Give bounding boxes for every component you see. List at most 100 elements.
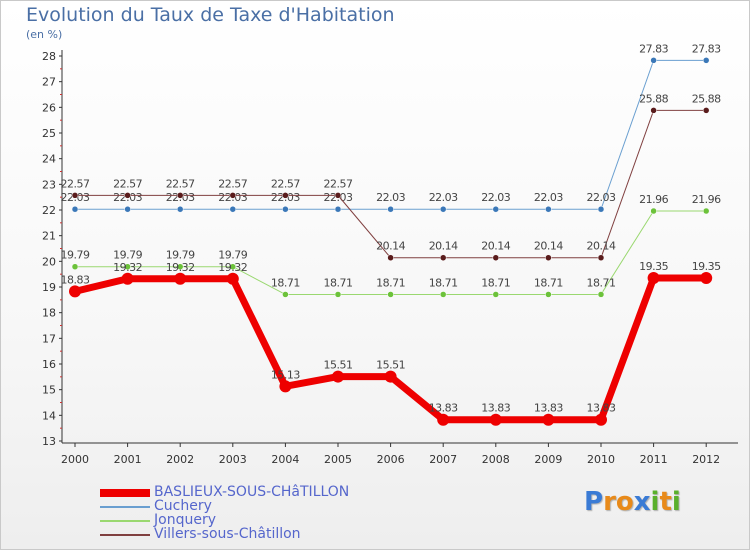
x-tick-label: 2010 [587,453,615,466]
data-label: 15.51 [324,359,353,372]
data-point [124,205,131,213]
data-label: 22.57 [324,177,353,190]
data-label: 13.83 [429,402,458,415]
data-point [176,192,184,199]
data-point [71,263,79,270]
y-tick-label: 18 [42,307,56,320]
data-label: 20.14 [481,240,510,253]
data-point [650,107,657,114]
legend-label: Jonquery [154,512,216,528]
data-label: 18.71 [481,276,510,289]
x-tick-label: 2006 [377,453,405,466]
data-point [437,413,450,426]
data-label: 22.57 [166,177,195,190]
x-tick-label: 2004 [271,453,299,466]
data-label: 19.79 [113,249,142,262]
data-point [384,370,397,383]
data-label: 22.57 [61,177,90,190]
x-tick-label: 2001 [114,453,142,466]
data-point [282,291,289,298]
data-point [702,107,710,114]
data-point [387,254,394,261]
logo-letter: o [615,487,634,517]
data-label: 15.13 [271,368,300,381]
data-point [545,205,552,213]
y-tick-label: 21 [42,230,56,243]
data-label: 19.79 [61,249,90,262]
data-point [702,207,710,215]
x-tick-label: 2000 [61,453,89,466]
data-point [492,254,500,261]
data-label: 22.03 [481,191,510,204]
logo-letter: x [633,487,651,517]
data-point [489,413,502,426]
data-label: 19.79 [218,249,247,262]
data-point [545,254,552,261]
data-label: 18.71 [376,276,405,289]
data-label: 22.57 [113,177,142,190]
data-point [334,205,342,213]
data-label: 13.83 [481,402,510,415]
data-point [124,263,131,270]
data-point [647,272,660,285]
data-point [332,370,344,383]
legend-swatch [100,520,150,522]
data-point [702,57,710,64]
data-label: 18.71 [534,276,563,289]
data-label: 25.88 [639,92,668,105]
legend-swatch [100,489,150,497]
data-label: 18.71 [587,276,616,289]
y-tick-label: 13 [42,435,56,448]
data-point [174,272,187,285]
data-label: 20.14 [587,240,616,253]
data-label: 21.96 [639,193,668,206]
y-tick-label: 16 [42,358,56,371]
y-tick-label: 25 [42,127,56,140]
y-tick-label: 26 [42,101,56,114]
data-label: 22.03 [534,191,563,204]
data-point [226,272,239,285]
y-tick-label: 27 [42,76,56,89]
data-point [124,192,131,199]
x-tick-label: 2002 [166,453,194,466]
logo-letter: P [584,487,604,517]
logo-letter: r [603,487,616,517]
data-point [176,205,184,213]
data-label: 18.71 [324,276,353,289]
data-point [282,205,289,213]
data-label: 18.71 [271,276,300,289]
data-point [69,285,81,298]
y-tick-label: 14 [42,409,56,422]
data-point [439,291,447,298]
y-tick-label: 23 [42,178,56,191]
x-tick-label: 2003 [219,453,247,466]
logo-letter: t [659,487,672,517]
x-tick-label: 2011 [640,453,668,466]
y-tick-label: 17 [42,332,56,345]
data-label: 20.14 [429,240,458,253]
data-label: 19.32 [218,261,247,274]
proxiti-logo: Proxiti [584,487,681,517]
data-label: 18.71 [429,276,458,289]
data-label: 13.83 [534,402,563,415]
data-label: 19.32 [166,261,195,274]
data-point [439,254,447,261]
data-point [229,205,237,213]
data-point [545,291,552,298]
x-tick-label: 2009 [534,453,562,466]
chart-title: Evolution du Taux de Taxe d'Habitation [26,4,395,26]
data-point [595,413,607,426]
x-tick-label: 2008 [482,453,510,466]
data-point [229,192,237,199]
logo-letter: i [650,487,660,517]
data-label: 13.83 [587,402,616,415]
data-point [597,205,605,213]
data-label: 20.14 [376,240,405,253]
y-tick-label: 20 [42,255,56,268]
data-label: 19.35 [639,260,668,273]
data-label: 21.96 [692,193,721,206]
data-label: 20.14 [534,240,563,253]
legend-label: Cuchery [154,498,212,514]
data-label: 27.83 [639,42,668,55]
